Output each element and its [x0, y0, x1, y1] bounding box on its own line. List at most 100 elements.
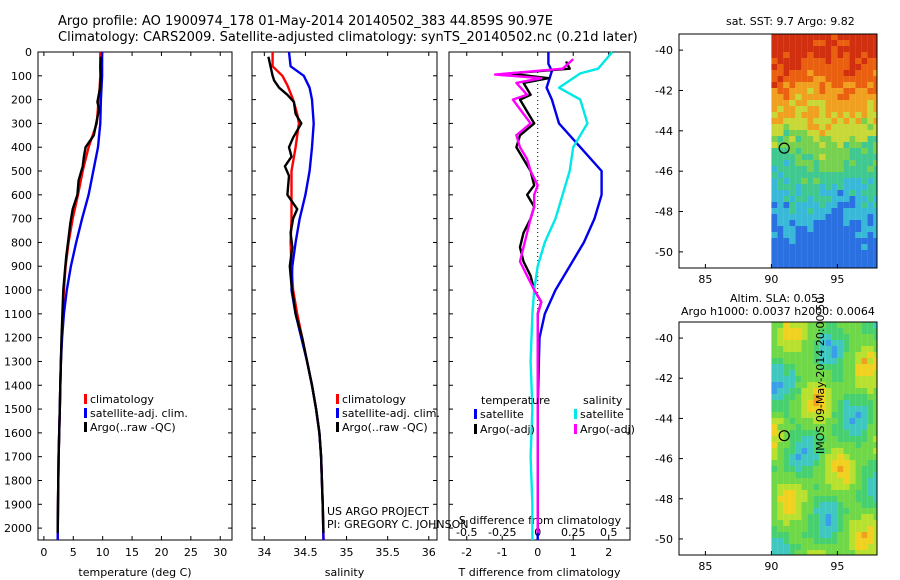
sst-cell — [801, 136, 808, 142]
s-diff-tick-label: -0.25 — [488, 526, 516, 539]
sla-cell — [873, 334, 877, 340]
sla-cell — [807, 352, 814, 358]
sst-cell — [813, 46, 820, 52]
sla-cell — [771, 466, 778, 472]
sst-cell — [861, 232, 868, 238]
sla-cell — [861, 352, 868, 358]
sst-cell — [801, 232, 808, 238]
sst-cell — [831, 250, 838, 256]
sla-cell — [801, 484, 808, 490]
sst-cell — [771, 70, 778, 76]
sla-cell — [819, 370, 826, 376]
sst-cell — [855, 226, 862, 232]
sla-cell — [783, 400, 790, 406]
sla-cell — [825, 538, 832, 544]
sla-cell — [777, 382, 784, 388]
sst-cell — [867, 160, 874, 166]
sla-cell — [777, 460, 784, 466]
sla-cell — [837, 502, 844, 508]
sla-cell — [807, 508, 814, 514]
sla-cell — [873, 526, 877, 532]
sst-cell — [873, 52, 877, 58]
sla-cell — [777, 358, 784, 364]
temperature-xtick-label: 20 — [154, 546, 168, 559]
sst-cell — [789, 100, 796, 106]
sst-cell — [777, 172, 784, 178]
sla-cell — [777, 496, 784, 502]
sst-cell — [855, 52, 862, 58]
sst-cell — [819, 166, 826, 172]
sla-cell — [801, 490, 808, 496]
sst-cell — [795, 196, 802, 202]
sst-cell — [843, 202, 850, 208]
sst-cell — [819, 124, 826, 130]
sst-cell — [795, 88, 802, 94]
sst-cell — [867, 196, 874, 202]
credit-pi: PI: GREGORY C. JOHNSON — [327, 518, 469, 531]
sst-cell — [807, 112, 814, 118]
sst-cell — [807, 106, 814, 112]
sst-cell — [795, 184, 802, 190]
sla-cell — [825, 394, 832, 400]
sst-cell — [771, 64, 778, 70]
sst-cell — [837, 52, 844, 58]
sst-cell — [831, 76, 838, 82]
sla-cell — [825, 460, 832, 466]
sst-cell — [831, 52, 838, 58]
sst-cell — [831, 82, 838, 88]
sst-float-marker — [778, 142, 790, 154]
sla-cell — [771, 328, 778, 334]
sst-cell — [789, 160, 796, 166]
sst-cell — [837, 190, 844, 196]
sst-cell — [831, 58, 838, 64]
sla-cell — [873, 406, 877, 412]
sst-lat-label: -44 — [655, 125, 673, 138]
sst-cell — [855, 214, 862, 220]
sla-cell — [849, 412, 856, 418]
sla-cell — [813, 442, 820, 448]
sst-cell — [819, 220, 826, 226]
sst-cell — [777, 88, 784, 94]
sla-cell — [807, 538, 814, 544]
sst-cell — [825, 226, 832, 232]
sla-cell — [795, 520, 802, 526]
sla-cell — [801, 442, 808, 448]
sla-cell — [825, 400, 832, 406]
sst-cell — [807, 76, 814, 82]
sla-cell — [801, 544, 808, 550]
sst-cell — [789, 106, 796, 112]
sst-cell — [849, 238, 856, 244]
sst-cell — [867, 136, 874, 142]
sst-cell — [771, 244, 778, 250]
sla-cell — [837, 376, 844, 382]
salinity-xtick-label: 34.5 — [293, 546, 318, 559]
sst-cell — [861, 64, 868, 70]
sst-cell — [801, 208, 808, 214]
sla-cell — [873, 418, 877, 424]
sst-cell — [837, 58, 844, 64]
sla-cell — [807, 346, 814, 352]
sla-cell — [819, 376, 826, 382]
sst-cell — [837, 226, 844, 232]
sla-lat-label: -42 — [655, 372, 673, 385]
sla-cell — [777, 508, 784, 514]
sla-cell — [789, 388, 796, 394]
salinity-xtick-label: 35 — [340, 546, 354, 559]
sla-cell — [855, 430, 862, 436]
sla-lon-label: 90 — [764, 560, 778, 573]
difference-series-3 — [493, 58, 575, 533]
sla-cell — [837, 520, 844, 526]
sla-cell — [771, 406, 778, 412]
sst-cell — [819, 238, 826, 244]
sst-cell — [873, 46, 877, 52]
sst-cell — [861, 148, 868, 154]
sst-cell — [843, 190, 850, 196]
sla-cell — [855, 370, 862, 376]
sst-cell — [783, 250, 790, 256]
sst-cell — [861, 154, 868, 160]
sst-cell — [807, 154, 814, 160]
sst-cell — [795, 154, 802, 160]
sst-cell — [849, 82, 856, 88]
sst-cell — [783, 40, 790, 46]
depth-tick-label: 1500 — [4, 403, 32, 416]
